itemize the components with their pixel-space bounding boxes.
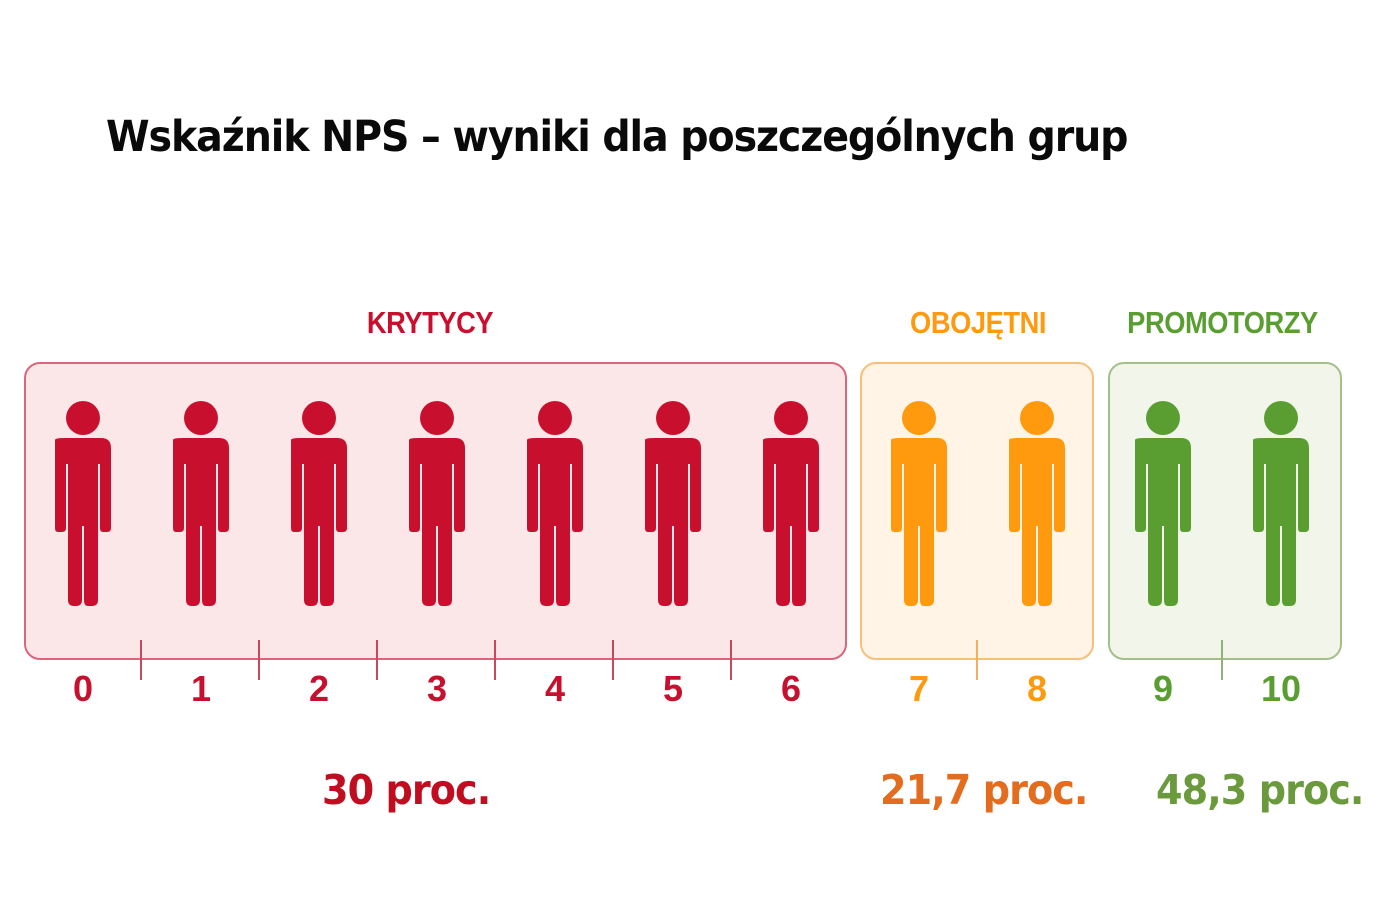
score-label: 0 (72, 668, 94, 709)
person-icon-score-5 (635, 400, 711, 606)
scale-tick (140, 640, 142, 680)
person-icon-score-6 (753, 400, 829, 606)
scale-tick (976, 640, 978, 680)
scale-tick (730, 640, 732, 680)
scale-tick (376, 640, 378, 680)
score-label: 9 (1152, 668, 1174, 709)
person-icon-score-2 (281, 400, 357, 606)
score-label: 10 (1260, 668, 1302, 709)
passives-percent: 21,7 proc. (880, 766, 1088, 814)
score-label: 3 (426, 668, 448, 709)
person-icon-score-0 (45, 400, 121, 606)
group-label-promoters: PROMOTORZY (1127, 305, 1318, 340)
scale-tick (494, 640, 496, 680)
promoters-percent: 48,3 proc. (1156, 766, 1364, 814)
person-icon-score-1 (163, 400, 239, 606)
scale-tick (612, 640, 614, 680)
person-icon-score-9 (1125, 400, 1201, 606)
score-label: 7 (908, 668, 930, 709)
person-icon-score-7 (881, 400, 957, 606)
person-icon-score-8 (999, 400, 1075, 606)
score-label: 1 (190, 668, 212, 709)
scale-tick (258, 640, 260, 680)
scale-tick (1221, 640, 1223, 680)
score-label: 6 (780, 668, 802, 709)
score-label: 2 (308, 668, 330, 709)
person-icon-score-3 (399, 400, 475, 606)
critics-percent: 30 proc. (322, 766, 491, 814)
chart-title: Wskaźnik NPS – wyniki dla poszczególnych… (106, 112, 1128, 162)
person-icon-score-4 (517, 400, 593, 606)
group-label-passives: OBOJĘTNI (910, 305, 1046, 340)
score-label: 8 (1026, 668, 1048, 709)
group-label-critics: KRYTYCY (366, 305, 494, 340)
score-label: 4 (544, 668, 566, 709)
person-icon-score-10 (1243, 400, 1319, 606)
score-label: 5 (662, 668, 684, 709)
